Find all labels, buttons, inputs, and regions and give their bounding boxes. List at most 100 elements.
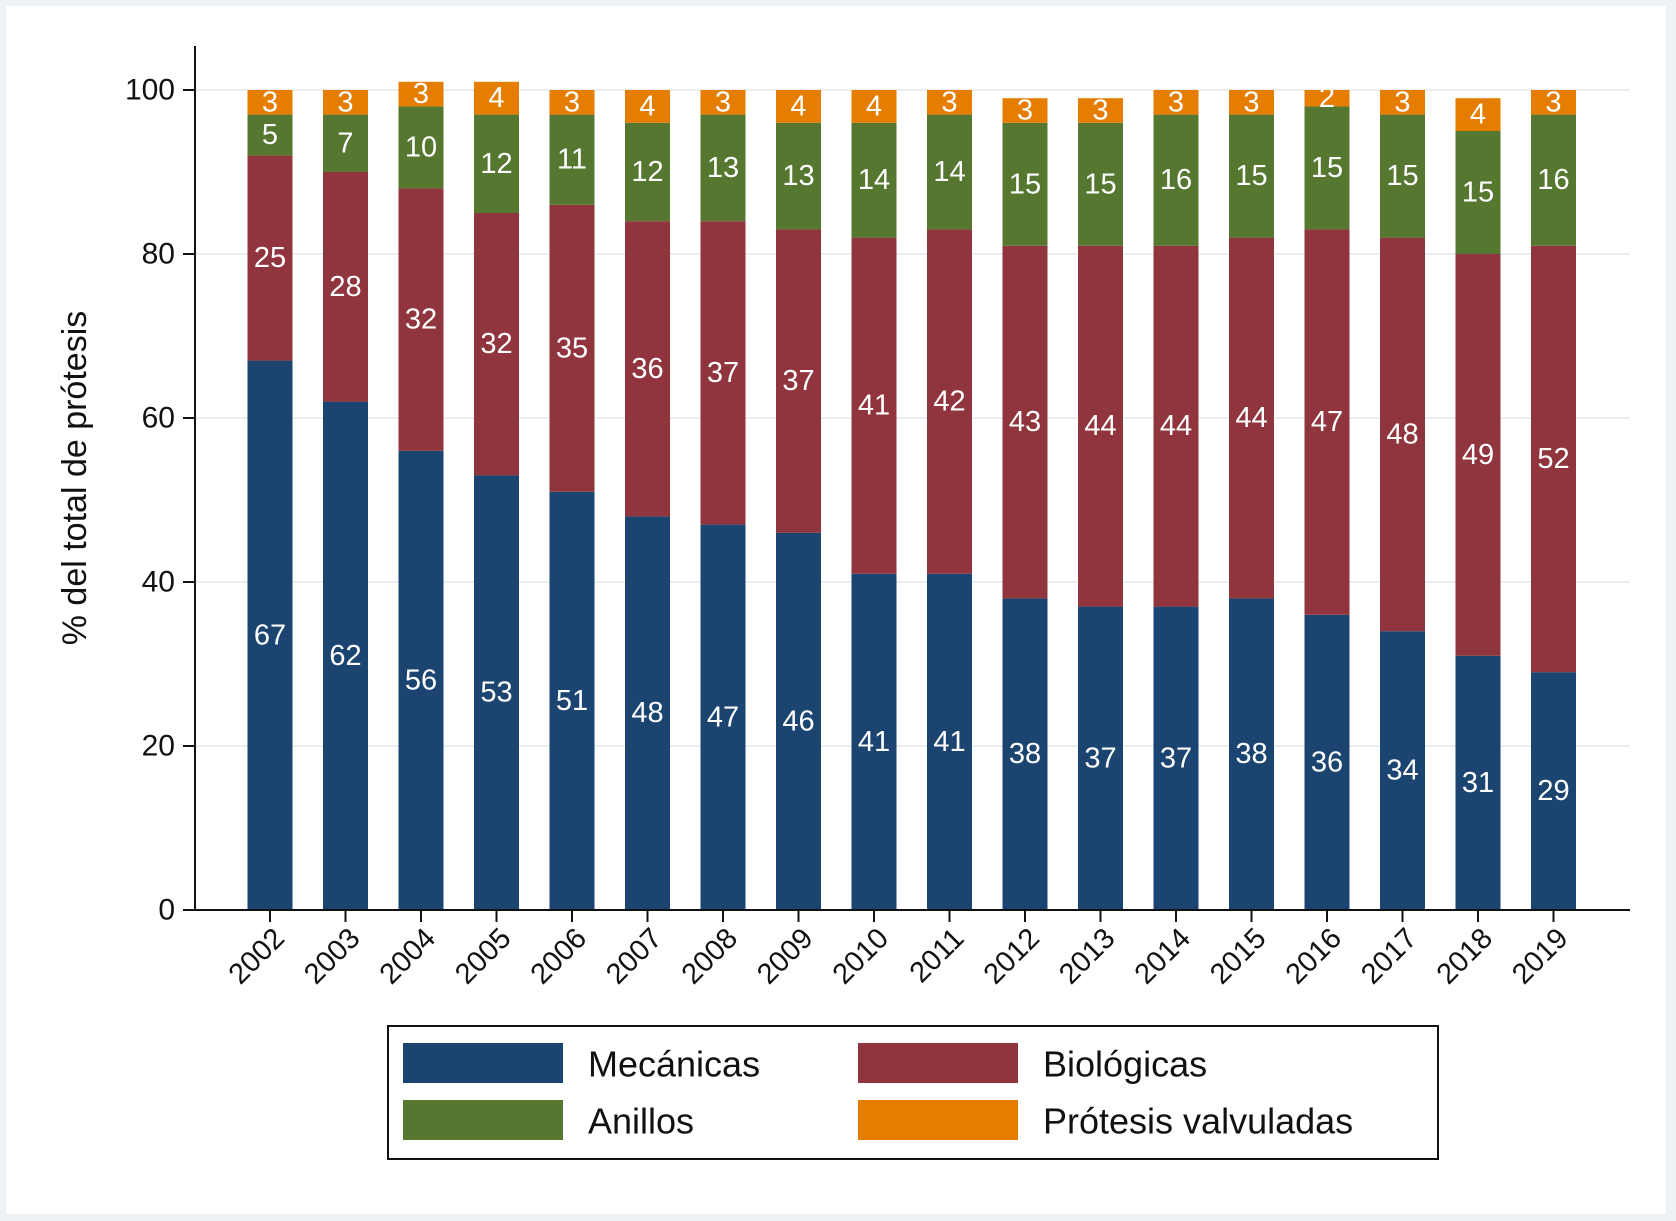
bar-2017-series-3 [1380, 114, 1425, 238]
bar-2015-series-4 [1229, 90, 1274, 115]
legend-label-4: Prótesis valvuladas [1043, 1101, 1353, 1142]
bar-label-2005-series-4: 4 [488, 82, 504, 114]
bar-label-2015-series-2: 44 [1235, 402, 1267, 434]
x-tick-label-2014: 2014 [1129, 922, 1197, 990]
bar-2009-series-3 [776, 122, 821, 230]
x-axis-ticks: 2002 2003 2004 2005 2006 2007 2008 2009 2010 2011… [223, 910, 1574, 991]
x-tick-label-2016: 2016 [1280, 922, 1348, 990]
bar-2019-series-2 [1531, 245, 1576, 673]
bar-2010-series-4 [851, 90, 897, 123]
bar-2014-series-3 [1153, 114, 1199, 246]
bar-2005-series-2 [474, 213, 519, 476]
bar-label-2013-series-1: 37 [1084, 742, 1116, 774]
bar-label-2006-series-4: 3 [564, 86, 580, 118]
bar-2018-series-4 [1455, 98, 1501, 131]
x-tick-label-2018: 2018 [1431, 922, 1499, 990]
bar-label-2002-series-3: 5 [262, 119, 278, 151]
y-axis-ticks: 0 20 40 60 80 100 [125, 74, 195, 927]
bar-label-2013-series-4: 3 [1092, 95, 1108, 127]
bar-2004-series-1 [398, 450, 444, 910]
x-tick-label-2009: 2009 [751, 922, 819, 990]
bar-label-2017-series-4: 3 [1394, 86, 1410, 118]
bar-label-2019-series-4: 3 [1545, 86, 1561, 118]
bar-label-2015-series-3: 15 [1235, 160, 1267, 192]
bar-2002-series-2 [247, 155, 293, 361]
bar-label-2015-series-4: 3 [1243, 86, 1259, 118]
bar-label-2014-series-2: 44 [1160, 410, 1192, 442]
bar-2011-series-4 [927, 90, 972, 115]
legend-label-3: Anillos [588, 1101, 694, 1142]
y-tick-label-20: 20 [142, 730, 175, 763]
bar-2002-series-4 [247, 90, 293, 115]
bar-label-2011-series-3: 14 [933, 156, 965, 188]
bar-2003-series-3 [323, 114, 368, 172]
bar-labels: 6725536228735632103533212451351134836124… [254, 78, 1570, 807]
bar-label-2012-series-4: 3 [1017, 95, 1033, 127]
bar-label-2009-series-4: 4 [790, 90, 806, 122]
bar-2013-series-3 [1078, 122, 1123, 246]
bar-2008-series-1 [700, 524, 746, 910]
bar-label-2016-series-4: 2 [1319, 82, 1335, 114]
bar-label-2018-series-2: 49 [1462, 439, 1494, 471]
bar-2014-series-1 [1153, 606, 1199, 910]
bar-2016-series-1 [1304, 614, 1350, 910]
bar-label-2003-series-1: 62 [329, 640, 361, 672]
bar-label-2016-series-3: 15 [1311, 152, 1343, 184]
bar-2007-series-3 [625, 122, 670, 222]
bar-2012-series-2 [1002, 245, 1048, 599]
legend-label-2: Biológicas [1043, 1044, 1207, 1085]
bar-label-2003-series-4: 3 [337, 86, 353, 118]
bar-label-2012-series-2: 43 [1009, 406, 1041, 438]
x-tick-label-2012: 2012 [978, 922, 1046, 990]
bar-2004-series-2 [398, 188, 444, 451]
bar-label-2006-series-3: 11 [557, 144, 587, 176]
bar-label-2007-series-4: 4 [639, 90, 655, 122]
bar-label-2014-series-4: 3 [1168, 86, 1184, 118]
bar-label-2010-series-4: 4 [866, 90, 882, 122]
bar-2008-series-2 [700, 221, 746, 525]
bar-label-2016-series-1: 36 [1311, 746, 1343, 778]
bar-2004-series-4 [398, 81, 444, 107]
bar-label-2011-series-4: 3 [941, 86, 957, 118]
axes [194, 46, 1630, 911]
x-tick-label-2005: 2005 [449, 922, 517, 990]
bar-2007-series-4 [625, 90, 670, 123]
bar-label-2019-series-3: 16 [1537, 164, 1569, 196]
bar-2015-series-1 [1229, 598, 1274, 910]
bar-label-2009-series-2: 37 [782, 365, 814, 397]
bar-label-2005-series-3: 12 [480, 148, 512, 180]
bar-label-2010-series-2: 41 [858, 390, 890, 422]
x-tick-label-2017: 2017 [1355, 922, 1423, 990]
bar-label-2018-series-1: 31 [1462, 767, 1494, 799]
bar-2011-series-1 [927, 573, 972, 910]
bar-2010-series-2 [851, 237, 897, 574]
x-tick-label-2013: 2013 [1053, 922, 1121, 990]
x-tick-label-2010: 2010 [827, 922, 895, 990]
bar-label-2010-series-3: 14 [858, 164, 890, 196]
bar-label-2009-series-1: 46 [782, 705, 814, 737]
bar-label-2016-series-2: 47 [1311, 406, 1343, 438]
bar-label-2004-series-4: 3 [413, 78, 429, 110]
bar-label-2017-series-1: 34 [1386, 755, 1418, 787]
legend-swatch-4 [858, 1100, 1018, 1140]
bar-label-2014-series-3: 16 [1160, 164, 1192, 196]
bar-2006-series-3 [549, 114, 595, 205]
bar-label-2018-series-3: 15 [1462, 177, 1494, 209]
bar-2002-series-1 [247, 360, 293, 911]
bar-2015-series-3 [1229, 114, 1274, 238]
y-axis-label: % del total de prótesis [56, 311, 94, 646]
bar-label-2002-series-1: 67 [254, 619, 286, 651]
bars [247, 81, 1576, 911]
bar-2016-series-3 [1304, 106, 1350, 230]
bar-label-2005-series-1: 53 [480, 677, 512, 709]
bar-2008-series-3 [700, 114, 746, 222]
bar-2013-series-4 [1078, 98, 1123, 123]
bar-label-2004-series-3: 10 [405, 131, 437, 163]
bar-2005-series-1 [474, 475, 519, 910]
bar-2011-series-2 [927, 229, 972, 574]
bar-2004-series-3 [398, 106, 444, 189]
bar-label-2008-series-4: 3 [715, 86, 731, 118]
bar-2003-series-2 [323, 172, 368, 402]
bar-label-2006-series-1: 51 [556, 685, 588, 717]
